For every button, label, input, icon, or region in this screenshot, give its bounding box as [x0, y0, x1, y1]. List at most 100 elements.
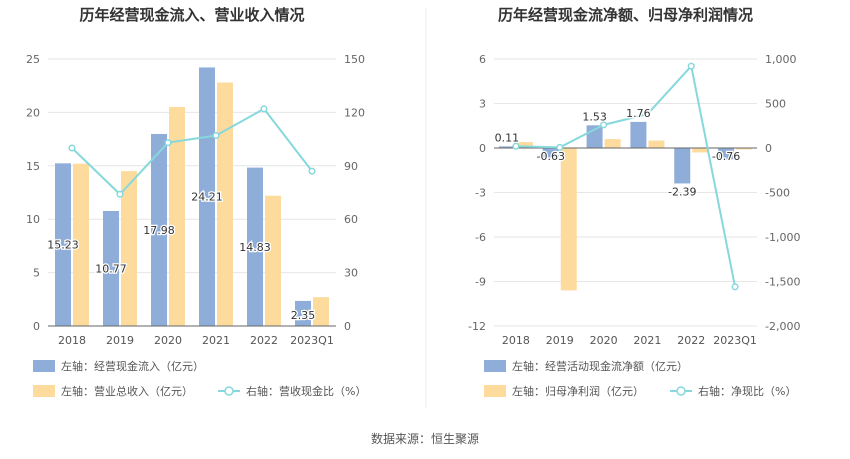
- c2-data-label: -2.39: [668, 185, 696, 198]
- c2-data-label: -0.76: [712, 150, 740, 163]
- c1-bar-secondary: [217, 82, 233, 326]
- c2-right-tick-label: -500: [765, 187, 790, 200]
- c1-bar-primary: [295, 300, 311, 326]
- c1-data-label: 17.98: [143, 224, 175, 237]
- c2-left-tick-label: -9: [475, 276, 486, 289]
- c1-legend-swatch-marker: [224, 386, 234, 396]
- c1-right-tick-label: 150: [344, 53, 365, 66]
- c2-line-point: [643, 110, 651, 118]
- c2-bar-secondary: [736, 148, 753, 150]
- c2-legend-label: 左轴：经营活动现金流净额（亿元）: [512, 359, 688, 373]
- c2-bar-primary: [630, 121, 647, 148]
- c2-data-label: 0.11: [495, 131, 520, 144]
- c1-legend-swatch: [33, 385, 55, 397]
- c2-data-label: 1.53: [582, 110, 607, 123]
- c1-category-label: 2023Q1: [290, 334, 334, 347]
- c1-line-point: [212, 131, 220, 140]
- c1-left-tick-label: 10: [26, 213, 40, 226]
- c1-legend-swatch: [33, 360, 55, 372]
- c2-bar-secondary: [560, 148, 577, 291]
- c1-right-tick-label: 0: [344, 320, 351, 333]
- c2-category-label: 2020: [590, 334, 618, 347]
- c2-category-label: 2023Q1: [713, 334, 757, 347]
- c2-bar-secondary: [692, 148, 709, 153]
- c1-right-tick-label: 60: [344, 213, 358, 226]
- c1-bar-primary: [55, 163, 71, 326]
- c1-category-label: 2020: [154, 334, 182, 347]
- c2-line-point: [556, 143, 564, 151]
- c1-title: 历年经营现金流入、营业收入情况: [79, 6, 304, 24]
- c2-bar-secondary: [604, 139, 621, 148]
- c2-bar-secondary: [516, 142, 533, 148]
- c2-category-label: 2022: [677, 334, 705, 347]
- c1-bar-secondary: [73, 163, 89, 326]
- c2-bar-secondary: [648, 140, 665, 148]
- c1-line-point: [164, 139, 172, 147]
- c1-right-tick-label: 30: [344, 267, 358, 280]
- c2-left-tick-label: 6: [479, 53, 486, 66]
- c1-left-tick-label: 20: [26, 106, 40, 119]
- c2-right-tick-label: -2,000: [765, 320, 800, 333]
- c2-left-tick-label: 0: [479, 142, 486, 155]
- c1-right-tick-label: 90: [344, 160, 358, 173]
- c2-line-point: [600, 121, 608, 129]
- c2-left-tick-label: -6: [475, 231, 486, 244]
- c2-line-point: [512, 142, 520, 150]
- c1-left-tick-label: 0: [33, 320, 40, 333]
- c1-right-tick-label: 120: [344, 106, 365, 119]
- c2-data-label: 1.76: [626, 107, 651, 120]
- c1-category-label: 2019: [106, 334, 134, 347]
- c1-legend-label: 左轴：营业总收入（亿元）: [61, 384, 193, 398]
- c1-line-point: [308, 167, 316, 175]
- c2-title: 历年经营现金流净额、归母净利润情况: [498, 6, 753, 24]
- c1-data-label: 15.23: [47, 239, 79, 252]
- c1-line-series: [71, 107, 313, 196]
- c1-left-tick-label: 15: [26, 160, 40, 173]
- c2-right-tick-label: -1,500: [765, 276, 800, 289]
- c2-bar-primary: [498, 146, 515, 148]
- c1-bar-secondary: [169, 107, 185, 326]
- c1-line-point: [260, 105, 268, 113]
- c1-line-point: [68, 144, 76, 152]
- c2-left-tick-label: -3: [475, 187, 486, 200]
- c2-right-tick-label: 1,000: [765, 53, 797, 66]
- c1-category-label: 2021: [202, 334, 230, 347]
- c2-bar-primary: [674, 148, 691, 184]
- c2-right-tick-label: 500: [765, 98, 786, 111]
- c2-category-label: 2018: [502, 334, 530, 347]
- c1-legend-label: 左轴：经营现金流入（亿元）: [61, 359, 204, 373]
- c1-left-tick-label: 25: [26, 53, 40, 66]
- c1-bar-primary: [151, 133, 167, 326]
- c1-bar-secondary: [265, 195, 281, 326]
- c1-bar-secondary: [313, 297, 329, 326]
- c1-legend-label: 右轴：营收现金比（%）: [246, 384, 366, 398]
- c2-right-tick-label: -1,000: [765, 231, 800, 244]
- c2-data-label: -0.63: [537, 150, 565, 163]
- c1-bar-primary: [199, 67, 215, 327]
- c2-left-tick-label: -12: [468, 320, 486, 333]
- c2-legend-swatch: [484, 385, 506, 397]
- c2-legend-swatch-marker: [676, 386, 686, 396]
- net-cashflow-profit-chart: 历年经营现金流净额、归母净利润情况 -12 -9 -6 -3 0 3 6 -2,000 -1,50…: [468, 6, 800, 398]
- c2-line-series: [515, 63, 737, 288]
- c1-bar-primary: [103, 210, 119, 326]
- c1-bar-primary: [247, 167, 263, 326]
- c1-data-label: 24.21: [191, 191, 223, 204]
- c2-category-label: 2021: [633, 334, 661, 347]
- source-note: 数据来源：恒生聚源: [370, 432, 479, 446]
- c2-line-point: [731, 283, 739, 291]
- c2-legend-swatch: [484, 360, 506, 372]
- c1-category-label: 2018: [58, 334, 86, 347]
- c1-data-label: 10.77: [95, 262, 127, 275]
- c2-category-label: 2019: [546, 334, 574, 347]
- c2-right-tick-label: 0: [765, 142, 772, 155]
- c1-data-label: 14.83: [239, 241, 271, 254]
- c2-line-point: [687, 62, 695, 70]
- c2-bar-primary: [542, 148, 559, 158]
- cash-inflow-revenue-chart: 历年经营现金流入、营业收入情况 0 5 10 15 20 25 0 30 60 90 120 150 20…: [26, 6, 366, 398]
- c1-category-label: 2022: [250, 334, 278, 347]
- c2-left-tick-label: 3: [479, 98, 486, 111]
- c1-line-point: [116, 190, 124, 198]
- c1-bar-secondary: [121, 171, 137, 326]
